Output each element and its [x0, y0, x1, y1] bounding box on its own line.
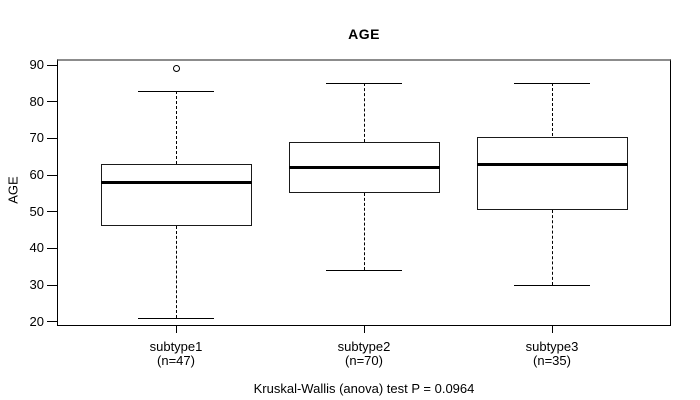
- box-subtype1: [101, 164, 252, 226]
- x-tick: [364, 326, 365, 333]
- x-tick: [552, 326, 553, 333]
- median-line: [289, 166, 440, 169]
- category-name: subtype3: [525, 339, 579, 354]
- y-tick: [47, 175, 57, 176]
- y-tick-label: 80: [29, 94, 44, 109]
- outlier-point: [173, 65, 180, 72]
- y-tick: [47, 321, 57, 322]
- lower-whisker-cap: [326, 270, 402, 271]
- lower-whisker-cap: [514, 285, 590, 286]
- y-tick: [47, 101, 57, 102]
- y-tick-label: 70: [29, 130, 44, 145]
- category-label-subtype2: subtype2 (n=70): [284, 340, 444, 368]
- x-tick: [176, 326, 177, 333]
- category-count: (n=47): [157, 353, 195, 368]
- y-tick: [47, 65, 57, 66]
- y-tick-label: 30: [29, 277, 44, 292]
- median-line: [101, 181, 252, 184]
- lower-whisker-line: [176, 226, 177, 318]
- y-tick-label: 90: [29, 57, 44, 72]
- y-tick: [47, 211, 57, 212]
- upper-whisker-cap: [138, 91, 214, 92]
- y-tick: [47, 138, 57, 139]
- category-count: (n=70): [345, 353, 383, 368]
- y-tick: [47, 285, 57, 286]
- lower-whisker-line: [552, 210, 553, 285]
- y-tick-label: 50: [29, 204, 44, 219]
- y-tick-label: 40: [29, 240, 44, 255]
- kruskal-wallis-annotation: Kruskal-Wallis (anova) test P = 0.0964: [253, 381, 475, 396]
- upper-whisker-line: [552, 83, 553, 136]
- box-subtype3: [477, 137, 628, 210]
- median-line: [477, 163, 628, 166]
- upper-whisker-cap: [514, 83, 590, 84]
- lower-whisker-cap: [138, 318, 214, 319]
- category-count: (n=35): [533, 353, 571, 368]
- upper-whisker-line: [364, 83, 365, 142]
- category-label-subtype1: subtype1 (n=47): [96, 340, 256, 368]
- y-tick-label: 60: [29, 167, 44, 182]
- y-tick: [47, 248, 57, 249]
- category-label-subtype3: subtype3 (n=35): [472, 340, 632, 368]
- lower-whisker-line: [364, 193, 365, 270]
- y-tick-label: 20: [29, 314, 44, 329]
- category-name: subtype2: [337, 339, 391, 354]
- upper-whisker-cap: [326, 83, 402, 84]
- category-name: subtype1: [149, 339, 203, 354]
- upper-whisker-line: [176, 91, 177, 164]
- chart-title: AGE: [348, 26, 380, 42]
